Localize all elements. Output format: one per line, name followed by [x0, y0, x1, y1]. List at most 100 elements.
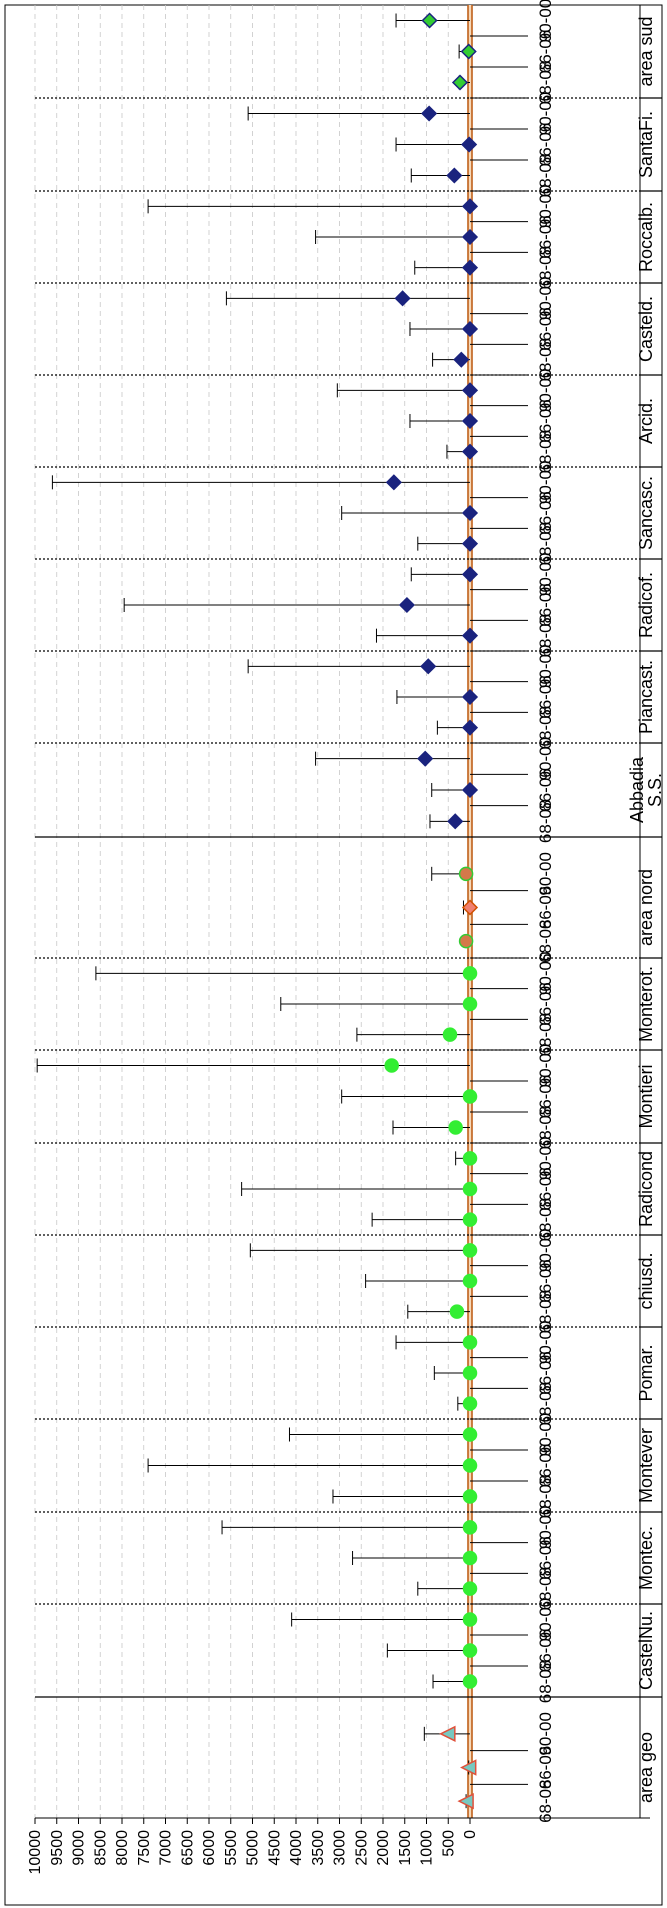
sub-category-label: 66-06: [536, 583, 555, 626]
sub-category-label: 66-06: [536, 307, 555, 350]
data-point-marker: [461, 627, 479, 644]
sub-category-label: 68-08: [536, 1198, 555, 1241]
sub-category-label: 66-06: [536, 768, 555, 811]
group-label: Montever: [636, 1428, 656, 1503]
sub-category-label: 90-00: [536, 1598, 555, 1641]
value-tick-label: 5000: [245, 1830, 262, 1866]
sub-category-label: 66-06: [536, 215, 555, 258]
sub-category-label: 68-08: [536, 246, 555, 289]
value-tick-label: 1000: [419, 1830, 436, 1866]
sub-category-label: 68-08: [536, 614, 555, 657]
data-point-marker: [462, 1181, 478, 1197]
data-point-marker: [462, 996, 478, 1012]
sub-category-label: 90-00: [536, 185, 555, 228]
group-label: Roccalb.: [636, 202, 656, 272]
sub-category-label: 90-00: [536, 1413, 555, 1456]
error-bars: [36, 13, 470, 1809]
group-label: Sancasc.: [636, 476, 656, 550]
data-point-marker: [458, 866, 474, 882]
data-point-marker: [421, 12, 438, 29]
data-point-marker: [462, 1427, 478, 1442]
sub-category-label: 68-08: [536, 919, 555, 962]
data-point-marker: [462, 1243, 478, 1258]
sub-category-label: 90-00: [536, 1044, 555, 1087]
data-point-marker: [461, 899, 479, 916]
sub-category-label: 68-08: [536, 522, 555, 565]
value-tick-label: 9500: [49, 1830, 66, 1866]
data-point-marker: [461, 198, 479, 215]
value-tick-label: 3500: [310, 1830, 327, 1866]
data-point-marker: [442, 1027, 458, 1042]
data-point-marker: [446, 167, 463, 184]
data-point-marker: [462, 1365, 478, 1381]
data-point-marker: [461, 259, 479, 276]
gridlines: [34, 5, 449, 1818]
sub-category-label: 66-06: [536, 1629, 555, 1672]
data-point-marker: [420, 658, 437, 675]
data-point-marker: [462, 1520, 478, 1535]
sub-category-label: 66-06: [536, 1259, 555, 1302]
group-label: area geo: [636, 1732, 656, 1803]
group-label: SantaFi.: [636, 111, 656, 178]
data-point-marker: [461, 320, 479, 338]
data-point-marker: [462, 1212, 478, 1227]
data-point-marker: [461, 719, 479, 736]
sub-category-label: 90-00: [536, 369, 555, 412]
sub-category-label: 90-00: [536, 1506, 555, 1549]
value-axis: 0500100015002000250030003500400045005000…: [27, 1817, 479, 1875]
data-point-marker: [462, 1581, 478, 1596]
value-tick-label: 0: [462, 1830, 479, 1839]
data-point-marker: [462, 1396, 478, 1411]
group-label: Radicond: [636, 1151, 656, 1227]
group-label: area sud: [636, 16, 656, 86]
value-tick-label: 500: [440, 1830, 457, 1857]
data-point-marker: [394, 290, 411, 307]
sub-category-label: 90-00: [536, 737, 555, 780]
sub-category-label: 90-00: [536, 645, 555, 688]
data-point-marker: [461, 412, 479, 430]
sub-category-label: 68-08: [536, 1567, 555, 1610]
sub-category-label: 68-08: [536, 1779, 555, 1822]
data-point-marker: [460, 43, 477, 60]
group-label: CastelNu.: [636, 1611, 656, 1690]
data-point-marker: [462, 1458, 478, 1473]
group-label: Arcid.: [636, 398, 656, 444]
data-point-marker: [462, 1612, 478, 1627]
sub-category-label: 66-06: [536, 1167, 555, 1210]
sub-category-label: 68-08: [536, 1475, 555, 1518]
data-point-marker: [453, 351, 470, 368]
data-points: [384, 12, 479, 1810]
value-tick-label: 6500: [179, 1830, 196, 1866]
sub-category-label: 68-08: [536, 1660, 555, 1703]
sub-category-label: 90-00: [536, 852, 555, 895]
sub-category-label: 66-06: [536, 886, 555, 929]
group-label: Casteld.: [636, 296, 656, 362]
data-point-marker: [458, 933, 474, 949]
data-point-marker: [421, 105, 438, 122]
data-point-marker: [461, 443, 479, 460]
data-point-marker: [398, 596, 415, 614]
value-tick-label: 5500: [223, 1830, 240, 1866]
data-point-marker: [462, 1674, 478, 1689]
sub-category-label: 68-08: [536, 1013, 555, 1056]
group-label: chiusd.: [636, 1252, 656, 1309]
data-point-marker: [460, 1759, 477, 1776]
sub-category-label: 68-08: [536, 800, 555, 843]
sub-category-label: 66-06: [536, 123, 555, 166]
data-point-marker: [417, 750, 434, 767]
group-label: Montec.: [636, 1526, 656, 1590]
group-label: Abbadia: [627, 756, 647, 823]
chart-frame: [4, 4, 663, 1906]
data-point-marker: [462, 1089, 478, 1104]
sub-category-label: 90-00: [536, 92, 555, 135]
sub-category-label: 68-08: [536, 338, 555, 381]
value-tick-label: 10000: [27, 1830, 44, 1875]
sub-category-label: 90-00: [536, 1712, 555, 1755]
data-point-marker: [461, 382, 479, 399]
sub-category-label: 68-08: [536, 1382, 555, 1425]
data-point-marker: [385, 474, 402, 491]
group-label: area nord: [636, 869, 656, 946]
value-tick-label: 8000: [114, 1830, 131, 1866]
